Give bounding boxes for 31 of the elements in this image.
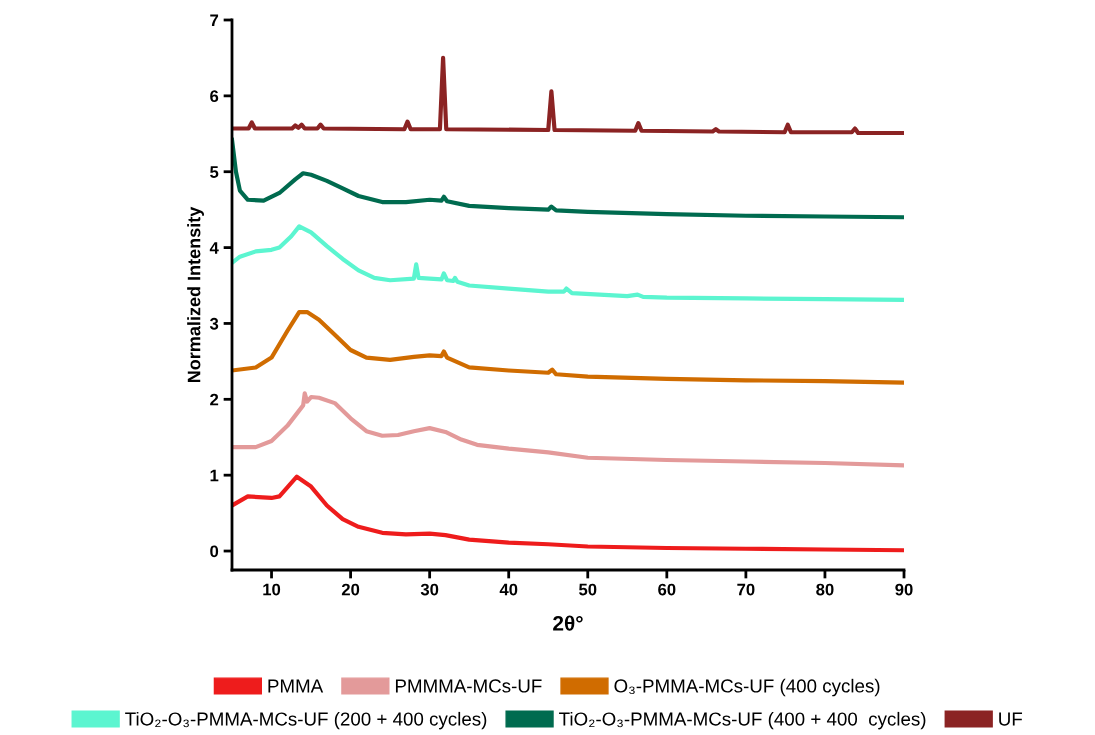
x-tick-label: 50 (579, 583, 597, 596)
y-tick-label: 5 (210, 166, 219, 178)
x-tick-label: 70 (737, 583, 755, 596)
x-tick-label: 20 (341, 583, 360, 596)
x-tick-label: 10 (263, 583, 281, 596)
legend-label: TiO₂-O₃-PMMA-MCs-UF (200 + 400 cycles) (125, 711, 487, 730)
x-tick-label: 60 (658, 583, 676, 596)
legend-label: UF (999, 712, 1023, 726)
line-series (232, 309, 904, 385)
line-series (232, 55, 904, 136)
y-tick-label: 4 (209, 242, 219, 254)
x-tick-label: 90 (895, 583, 913, 596)
x-tick-label: 80 (816, 583, 834, 596)
legend-label: O₃-PMMA-MCs-UF (400 cycles) (614, 678, 880, 697)
legend-label: PMMA (268, 679, 324, 693)
y-tick-label: 2 (210, 393, 219, 406)
x-tick-label: 30 (420, 583, 439, 596)
y-tick-label: 3 (209, 317, 219, 330)
line-series (232, 391, 904, 468)
y-tick-label: 1 (210, 469, 219, 482)
line-series (232, 474, 904, 553)
y-tick-label: 7 (210, 14, 219, 27)
legend-label: TiO₂-O₃-PMMA-MCs-UF (400 + 400 cycles) (559, 711, 926, 730)
legend-label: PMMMA-MCs-UF (395, 679, 542, 693)
line-series (232, 137, 904, 220)
x-tick-label: 40 (499, 583, 518, 596)
y-axis-title: Normalized Intensity (187, 206, 204, 383)
y-tick-label: 6 (210, 90, 219, 103)
y-tick-label: 0 (210, 545, 219, 558)
x-axis-title: 2θ° (553, 615, 583, 631)
line-series (232, 224, 904, 303)
